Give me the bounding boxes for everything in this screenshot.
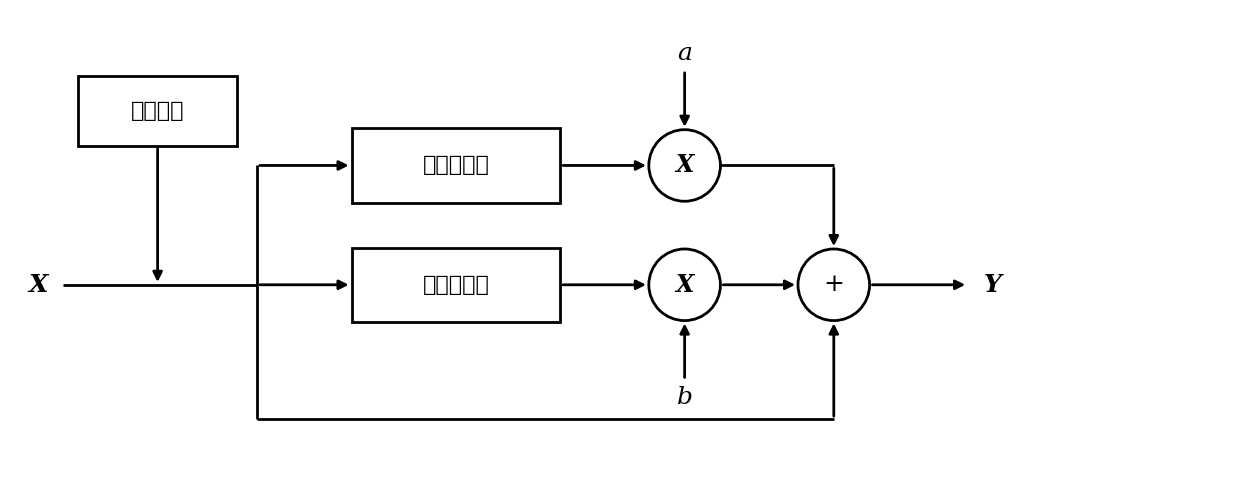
Text: X: X [675,153,694,178]
Circle shape [649,130,720,201]
Bar [78,76,237,146]
Text: 低通滤波器: 低通滤波器 [422,155,489,175]
Text: X: X [28,273,48,297]
Text: 高通滤波器: 高通滤波器 [422,275,489,295]
Text: 音量调节: 音量调节 [131,101,185,121]
Bar [352,128,560,203]
Text: a: a [678,42,693,64]
Circle shape [798,249,870,321]
Text: +: + [824,273,844,297]
Text: b: b [676,386,693,409]
Circle shape [649,249,720,321]
Text: Y: Y [984,273,1002,297]
Bar [352,248,560,322]
Text: X: X [675,273,694,297]
